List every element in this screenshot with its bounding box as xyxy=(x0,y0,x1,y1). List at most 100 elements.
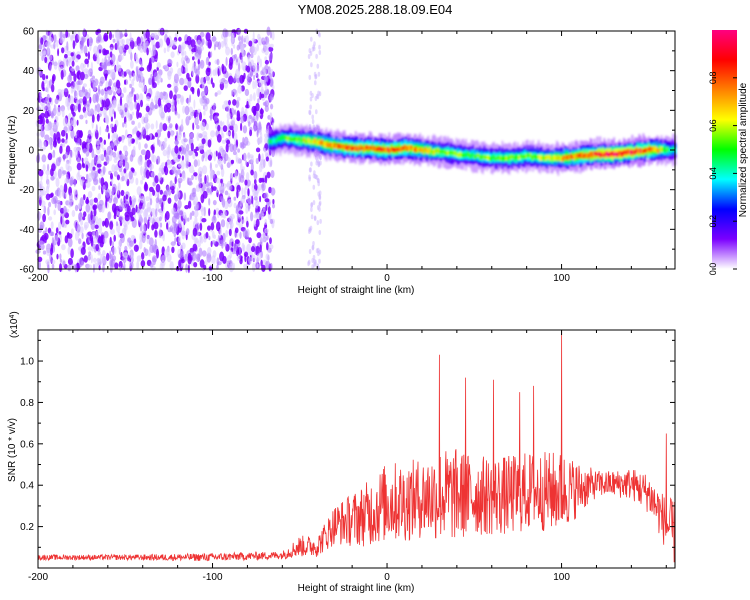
noise-speckle xyxy=(146,202,151,212)
colorbar-label: Normalized spectral amplitude xyxy=(738,82,749,217)
track-segment xyxy=(609,152,611,157)
track-segment xyxy=(604,151,607,156)
noise-speckle xyxy=(69,155,72,165)
noise-speckle xyxy=(239,74,245,84)
noise-speckle xyxy=(215,163,218,168)
colorbar-tick-label: 0.4 xyxy=(708,167,718,180)
noise-speckle xyxy=(79,114,84,120)
noise-speckle xyxy=(42,250,47,255)
track-segment xyxy=(551,155,554,161)
noise-speckle xyxy=(224,241,227,247)
noise-speckle xyxy=(139,240,143,250)
noise-speckle xyxy=(158,167,162,172)
noise-speckle xyxy=(124,161,130,171)
noise-speckle xyxy=(109,51,113,58)
track-segment xyxy=(489,155,491,162)
noise-speckle xyxy=(61,47,65,54)
noise-speckle xyxy=(184,67,189,73)
noise-speckle xyxy=(53,195,58,204)
noise-speckle xyxy=(210,51,213,58)
noise-speckle xyxy=(262,101,267,106)
noise-speckle xyxy=(94,262,98,270)
noise-speckle xyxy=(151,224,155,231)
noise-speckle xyxy=(133,244,139,252)
noise-speckle xyxy=(98,225,103,234)
noise-speckle xyxy=(210,240,213,248)
track-segment xyxy=(375,147,378,152)
noise-speckle xyxy=(38,195,42,201)
track-segment xyxy=(620,151,622,157)
noise-speckle xyxy=(54,234,59,244)
track-segment xyxy=(289,136,292,142)
track-segment xyxy=(403,144,406,151)
noise-speckle xyxy=(167,197,172,204)
noise-speckle xyxy=(137,122,141,129)
noise-speckle xyxy=(246,220,249,228)
noise-speckle xyxy=(68,58,71,67)
track-segment xyxy=(621,151,624,157)
noise-speckle xyxy=(116,40,120,51)
track-segment xyxy=(433,149,435,155)
noise-speckle xyxy=(136,255,142,262)
noise-speckle xyxy=(41,55,44,62)
track-segment xyxy=(493,154,495,160)
track-segment xyxy=(491,154,494,160)
noise-speckle xyxy=(208,208,211,217)
noise-speckle xyxy=(177,177,183,184)
noise-speckle xyxy=(94,224,99,229)
noise-speckle xyxy=(169,180,173,188)
track-segment xyxy=(285,135,287,140)
track-segment xyxy=(600,152,603,158)
track-segment xyxy=(579,152,582,159)
noise-speckle xyxy=(184,253,188,262)
track-segment xyxy=(479,154,481,161)
noise-speckle xyxy=(233,202,237,209)
noise-speckle xyxy=(255,157,259,165)
noise-speckle xyxy=(249,129,253,137)
noise-speckle xyxy=(113,197,118,205)
noise-speckle xyxy=(194,151,199,157)
noise-speckle xyxy=(253,121,258,131)
noise-speckle xyxy=(204,175,207,184)
noise-speckle xyxy=(253,74,256,81)
noise-speckle xyxy=(114,262,119,270)
noise-speckle xyxy=(155,208,158,218)
noise-speckle xyxy=(109,263,113,273)
noise-speckle xyxy=(110,228,115,235)
noise-speckle xyxy=(112,183,117,193)
track-segment xyxy=(544,155,547,161)
noise-speckle xyxy=(257,137,260,145)
track-segment xyxy=(387,146,389,152)
noise-speckle xyxy=(201,154,204,162)
noise-speckle xyxy=(160,111,165,121)
track-segment xyxy=(540,155,543,161)
noise-speckle xyxy=(172,43,176,49)
noise-speckle xyxy=(60,69,64,80)
noise-speckle xyxy=(209,167,214,177)
noise-speckle xyxy=(191,65,195,76)
noise-speckle xyxy=(95,39,101,44)
track-segment xyxy=(468,152,470,158)
noise-speckle xyxy=(314,96,318,101)
noise-speckle xyxy=(117,231,121,238)
noise-speckle xyxy=(171,149,175,156)
noise-speckle xyxy=(45,259,51,265)
noise-speckle xyxy=(124,129,128,140)
noise-speckle xyxy=(67,257,73,266)
track-segment xyxy=(299,136,301,142)
noise-speckle xyxy=(189,194,192,200)
noise-speckle xyxy=(272,199,275,205)
track-segment xyxy=(357,144,360,150)
track-segment xyxy=(343,145,346,150)
noise-speckle xyxy=(181,51,185,57)
noise-speckle xyxy=(239,200,243,207)
track-segment xyxy=(585,153,588,159)
noise-speckle xyxy=(37,227,43,233)
noise-speckle xyxy=(112,34,114,39)
noise-speckle xyxy=(38,140,43,149)
noise-speckle xyxy=(157,192,160,203)
noise-speckle xyxy=(162,94,165,103)
noise-speckle xyxy=(169,261,174,271)
track-segment xyxy=(380,146,382,152)
noise-speckle xyxy=(201,207,205,216)
